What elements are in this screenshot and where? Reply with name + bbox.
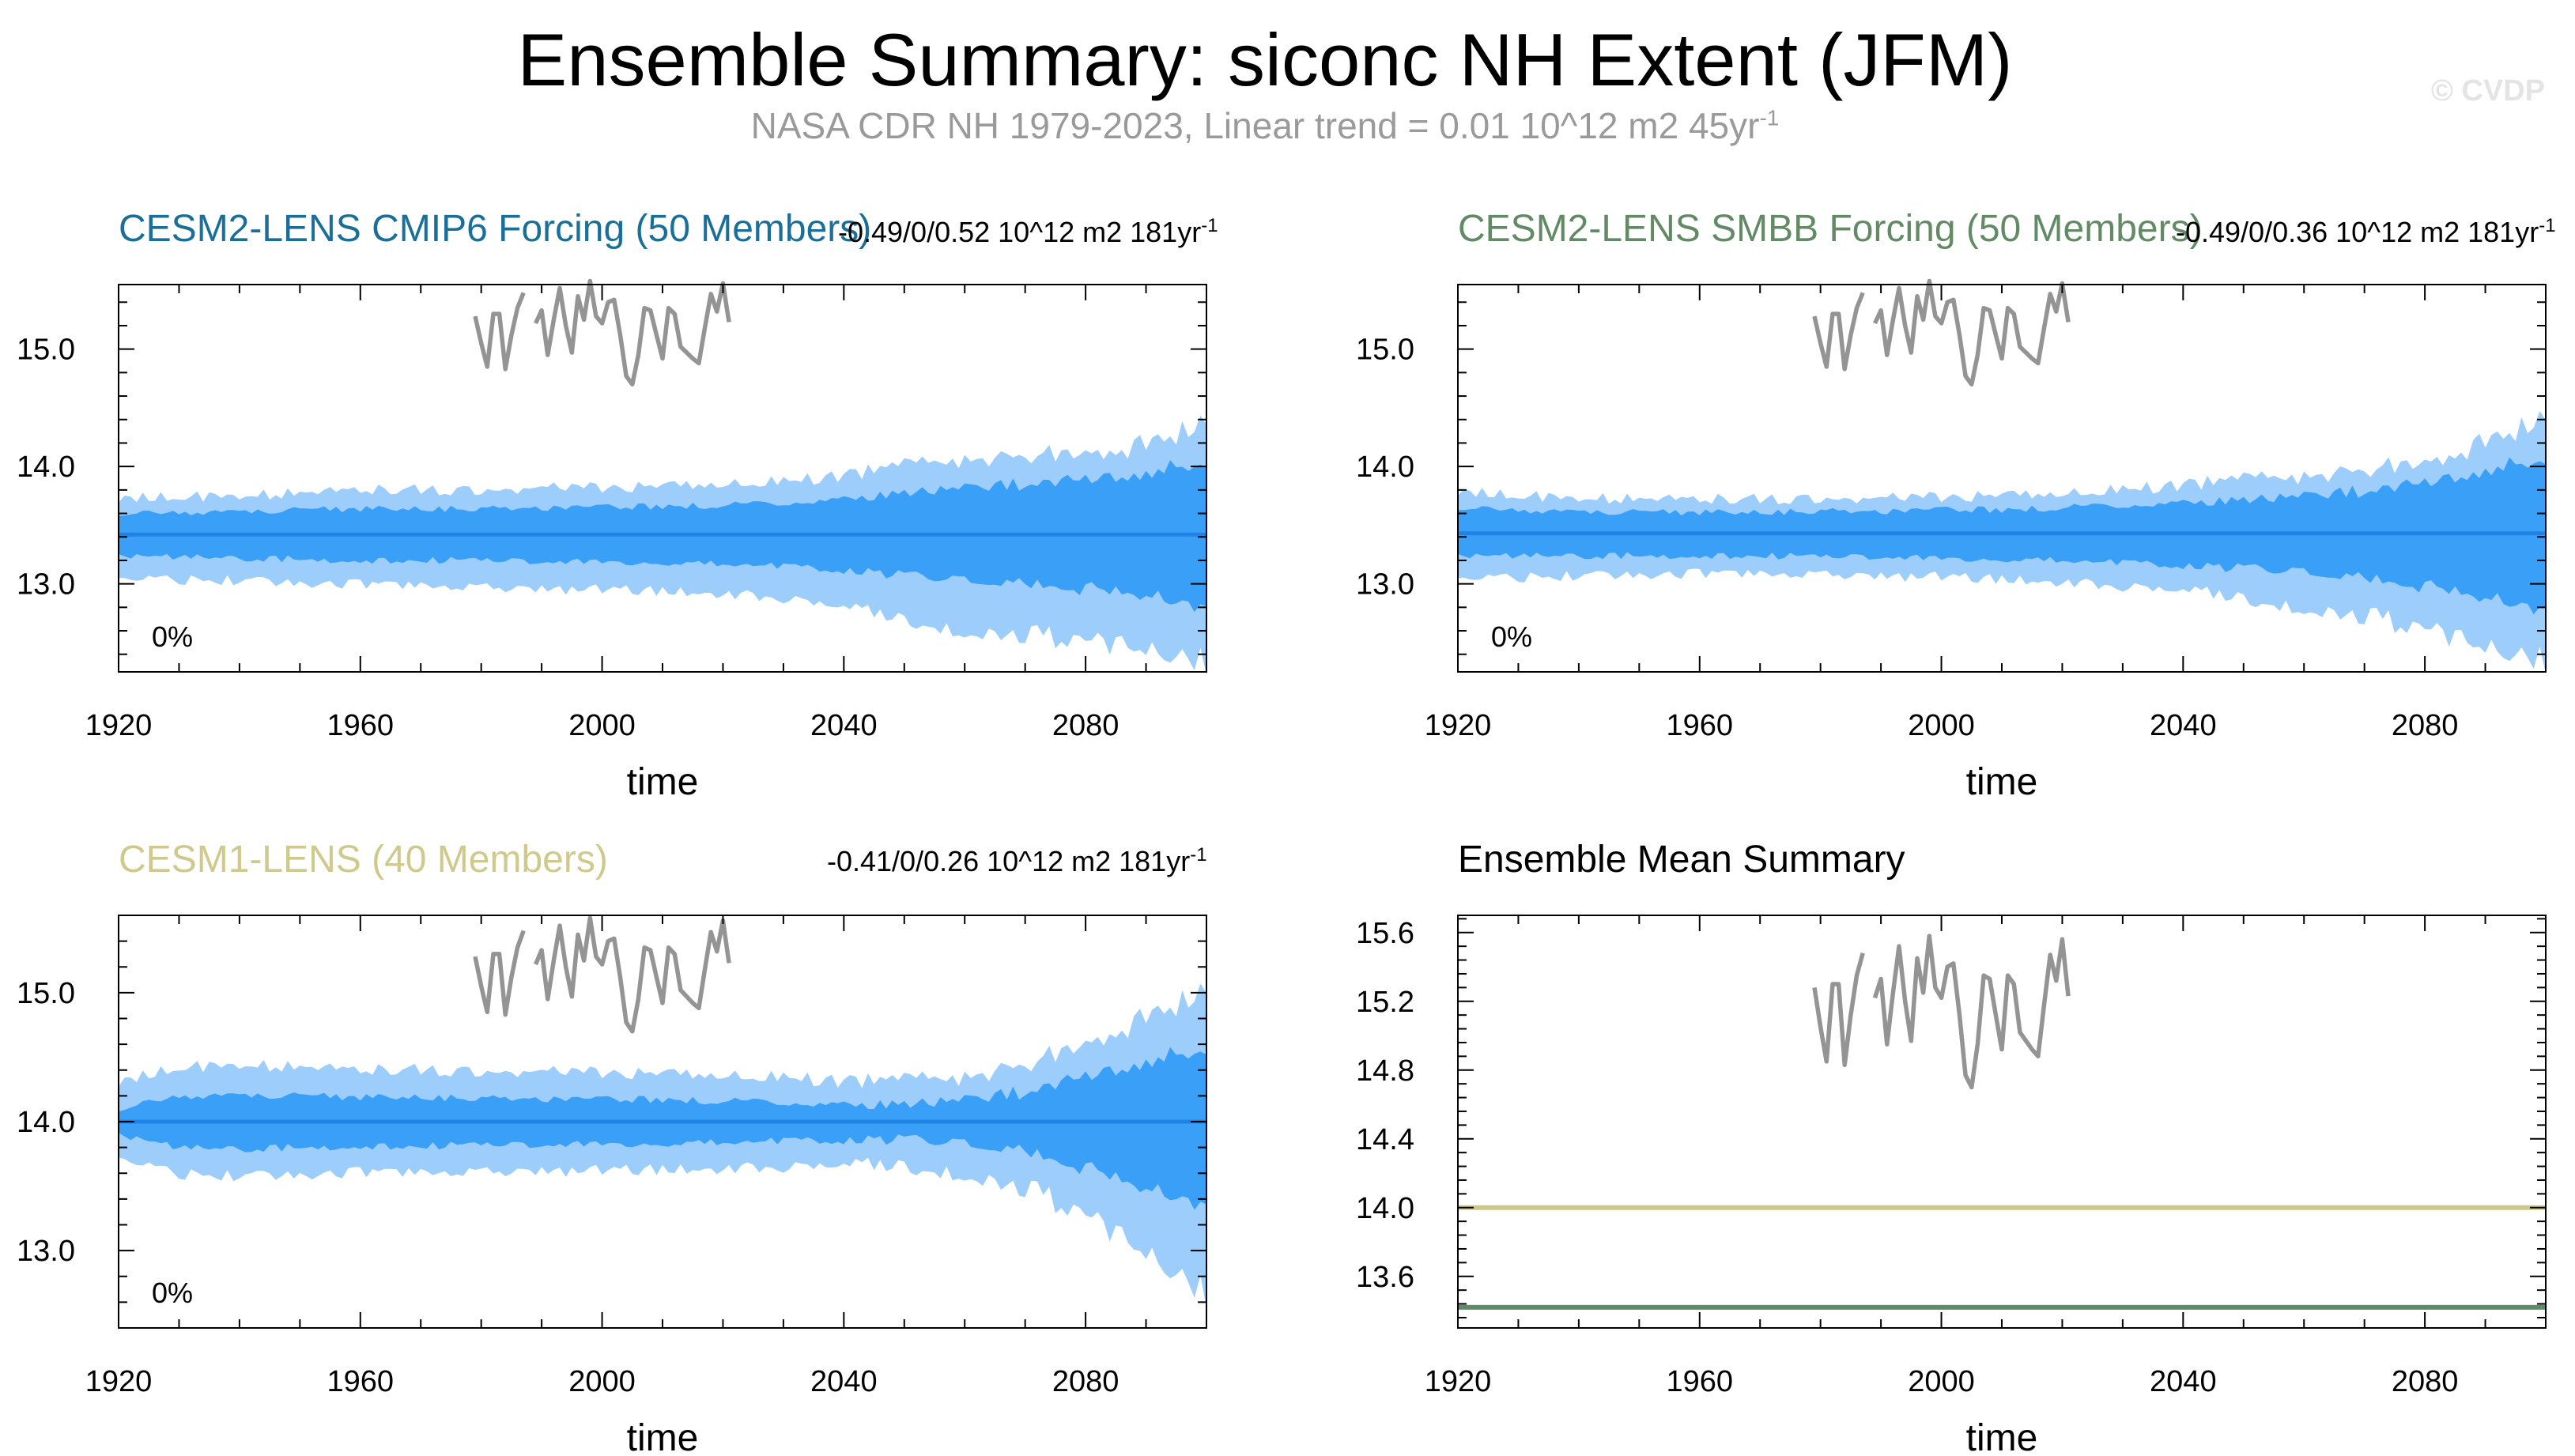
observations-line (1812, 278, 2071, 387)
chart-cmip6: 1920 1960 2000 2040 2080 time 13.0 14.0 15.0 0% (17, 278, 1207, 803)
observations-line (1812, 934, 2071, 1090)
x-tick-label: 1960 (327, 709, 395, 742)
y-tick-label: 14.0 (17, 1106, 75, 1139)
panel-title-smbb: CESM2-LENS SMBB Forcing (50 Members) (1458, 208, 2203, 250)
x-tick-label: 1920 (1425, 709, 1492, 742)
y-tick-label: 13.6 (1356, 1261, 1414, 1294)
observations-line (473, 278, 731, 387)
subtitle-text: NASA CDR NH 1979-2023, Linear trend = 0.… (750, 105, 1760, 146)
y-tick-label: 13.0 (1356, 568, 1414, 602)
x-axis-label: time (627, 1417, 699, 1456)
x-axis-label: time (627, 761, 699, 803)
observations-line (473, 915, 731, 1034)
x-tick-label: 2080 (1052, 1365, 1119, 1398)
x-tick-label: 2000 (1908, 709, 1975, 742)
x-tick-label: 1960 (327, 1365, 395, 1398)
x-tick-label: 2000 (568, 1365, 636, 1398)
x-tick-label: 2040 (2150, 1365, 2217, 1398)
y-tick-label: 14.4 (1356, 1123, 1414, 1156)
plot-frame (1457, 915, 2547, 1329)
stat-text: -0.41/0/0.26 10^12 m2 181yr (827, 845, 1191, 877)
x-tick-label: 2080 (1052, 709, 1119, 742)
y-tick-label: 15.0 (1356, 334, 1414, 367)
chart-cesm1: 1920 1960 2000 2040 2080 time 13.0 14.0 15.0 0% (17, 915, 1207, 1456)
x-tick-label: 1920 (85, 709, 153, 742)
panel-title-cesm1: CESM1-LENS (40 Members) (119, 839, 608, 881)
y-tick-label: 15.0 (17, 977, 75, 1010)
y-tick-label: 13.0 (17, 1235, 75, 1268)
corner-percent-label: 0% (152, 620, 193, 653)
stat-exponent: -1 (1190, 844, 1207, 866)
x-tick-label: 2000 (568, 709, 636, 742)
figure-title: Ensemble Summary: siconc NH Extent (JFM) (517, 18, 2013, 101)
y-tick-label: 14.8 (1356, 1054, 1414, 1088)
x-axis-label: time (1966, 1417, 2038, 1456)
subtitle-exponent: -1 (1759, 105, 1780, 130)
panel-stat-smbb: -0.49/0/0.36 10^12 m2 181yr-1 (2176, 215, 2556, 249)
x-tick-label: 2040 (810, 709, 878, 742)
x-tick-label: 2000 (1908, 1365, 1975, 1398)
y-tick-label: 15.6 (1356, 917, 1414, 950)
x-tick-label: 1920 (1425, 1365, 1492, 1398)
ensemble-band-inner (1458, 457, 2546, 615)
chart-smbb: 1920 1960 2000 2040 2080 time 13.0 14.0 15.0 0% (1356, 278, 2547, 803)
corner-percent-label: 0% (1491, 620, 1532, 653)
x-tick-label: 1960 (1667, 1365, 1734, 1398)
x-tick-label: 2080 (2392, 709, 2459, 742)
y-tick-label: 14.0 (1356, 1192, 1414, 1225)
y-tick-label: 14.0 (17, 451, 75, 484)
stat-exponent: -1 (2539, 215, 2556, 236)
corner-percent-label: 0% (152, 1277, 193, 1309)
stat-text: -0.49/0/0.52 10^12 m2 181yr (838, 216, 1202, 248)
panel-title-summary: Ensemble Mean Summary (1458, 839, 1905, 881)
x-tick-label: 2040 (810, 1365, 878, 1398)
chart-summary: 1920 1960 2000 2040 2080 time 13.6 14.0 14.4 14.8… (1356, 915, 2547, 1456)
y-tick-label: 13.0 (17, 568, 75, 602)
figure-subtitle: NASA CDR NH 1979-2023, Linear trend = 0.… (0, 104, 2530, 147)
x-tick-label: 2040 (2150, 709, 2217, 742)
y-tick-label: 14.0 (1356, 451, 1414, 484)
x-axis-label: time (1966, 761, 2038, 803)
cvdp-watermark: © CVDP (2430, 74, 2545, 108)
y-tick-label: 15.2 (1356, 986, 1414, 1019)
panel-title-cmip6: CESM2-LENS CMIP6 Forcing (50 Members) (119, 208, 872, 250)
stat-exponent: -1 (1201, 215, 1218, 236)
panel-stat-cmip6: -0.49/0/0.52 10^12 m2 181yr-1 (838, 215, 1218, 249)
panel-stat-cesm1: -0.41/0/0.26 10^12 m2 181yr-1 (827, 844, 1207, 878)
stat-text: -0.49/0/0.36 10^12 m2 181yr (2176, 216, 2539, 248)
x-tick-label: 1960 (1667, 709, 1734, 742)
x-tick-label: 2080 (2392, 1365, 2459, 1398)
y-tick-label: 15.0 (17, 334, 75, 367)
ensemble-band-inner (119, 1047, 1206, 1210)
x-tick-label: 1920 (85, 1365, 153, 1398)
